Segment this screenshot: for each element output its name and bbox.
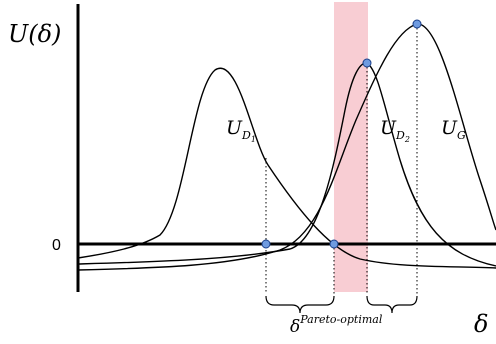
marker-d1-zero xyxy=(261,239,271,249)
curve-u-d1 xyxy=(77,67,496,269)
marker-g-peak xyxy=(412,19,422,29)
pareto-label: δPareto-optimal xyxy=(290,313,383,337)
curve-u-d2 xyxy=(77,62,496,267)
label-u-d1: UD1 xyxy=(226,117,256,144)
label-u-d2: UD2 xyxy=(380,117,410,144)
zero-tick-label: 0 xyxy=(52,237,61,254)
y-axis-label: U(δ) xyxy=(8,20,61,48)
label-u-g: UG xyxy=(441,117,466,142)
marker-d2-peak xyxy=(362,58,372,68)
marker-intersect xyxy=(329,239,339,249)
x-axis-label: δ xyxy=(474,310,488,338)
curve-u-g xyxy=(77,23,496,271)
brace-left xyxy=(265,295,335,314)
brace-right xyxy=(366,295,418,314)
